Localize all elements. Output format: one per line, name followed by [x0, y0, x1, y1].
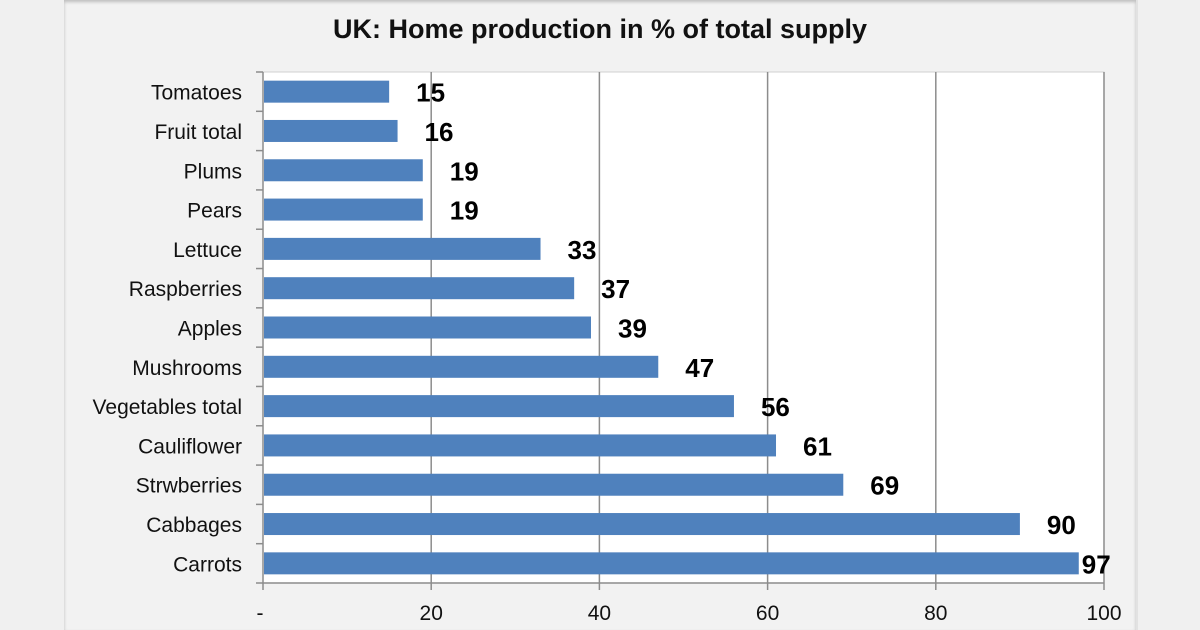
category-label: Strwberries [136, 475, 242, 498]
category-label: Apples [178, 318, 242, 341]
bar [264, 237, 541, 260]
category-label: Tomatoes [151, 82, 242, 105]
data-label: 19 [450, 196, 479, 226]
data-label: 61 [803, 431, 832, 461]
x-tick-label: 20 [420, 602, 443, 625]
category-label: Pears [187, 200, 242, 223]
category-label: Cauliflower [138, 435, 242, 458]
x-tick-label: - [257, 602, 264, 625]
data-label: 56 [761, 392, 790, 422]
category-label: Carrots [173, 553, 242, 576]
data-label: 33 [568, 235, 597, 265]
data-label: 39 [618, 314, 647, 344]
category-label: Plums [184, 160, 242, 183]
bar [264, 434, 777, 457]
bar [264, 277, 575, 300]
bar [264, 80, 390, 103]
bar [264, 552, 1079, 575]
bar [264, 159, 423, 182]
data-label: 97 [1082, 549, 1111, 579]
chart-title: UK: Home production in % of total supply [333, 14, 867, 44]
bar [264, 316, 591, 339]
category-label: Lettuce [173, 239, 242, 262]
category-label: Vegetables total [93, 396, 242, 419]
bar [264, 513, 1020, 536]
bar [264, 395, 734, 418]
x-tick-label: 100 [1086, 602, 1121, 625]
bar [264, 198, 423, 221]
data-label: 69 [870, 471, 899, 501]
data-label: 37 [601, 274, 630, 304]
data-label: 47 [685, 353, 714, 383]
category-label: Mushrooms [132, 357, 242, 380]
data-label: 19 [450, 156, 479, 186]
data-label: 15 [416, 78, 445, 108]
category-label: Raspberries [129, 278, 242, 301]
bar [264, 473, 844, 496]
bar [264, 355, 659, 378]
bar [264, 119, 398, 142]
x-tick-label: 80 [924, 602, 947, 625]
data-label: 16 [425, 117, 454, 147]
data-label: 90 [1047, 510, 1076, 540]
category-label: Cabbages [146, 514, 242, 537]
category-label: Fruit total [154, 121, 242, 144]
x-tick-label: 40 [588, 602, 611, 625]
x-tick-label: 60 [756, 602, 779, 625]
